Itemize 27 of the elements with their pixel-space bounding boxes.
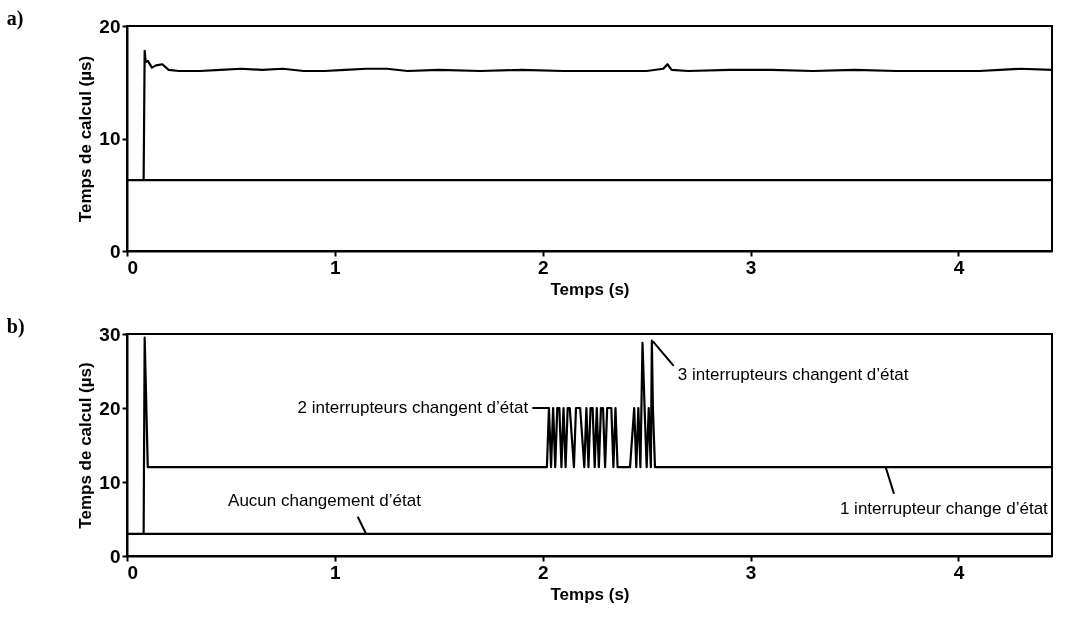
y-tick-label: 0 — [109, 545, 121, 567]
x-axis-title: Temps (s) — [550, 584, 630, 604]
x-tick-label: 1 — [330, 256, 342, 278]
x-tick-label: 2 — [537, 256, 549, 278]
x-tick-label: 4 — [953, 256, 965, 278]
annotation: 3 interrupteurs changent d’état — [677, 364, 909, 384]
y-tick-label: 10 — [99, 128, 121, 149]
annotation: Aucun changement d’état — [228, 490, 422, 510]
chart-title: a) — [6, 7, 24, 30]
x-tick-label: 3 — [745, 561, 757, 583]
x-tick-label: 2 — [537, 561, 549, 583]
annotation: 1 interrupteur change d’état — [839, 499, 1049, 519]
y-tick-label: 10 — [99, 471, 121, 493]
y-tick-label: 30 — [99, 323, 121, 345]
x-tick-label: 1 — [330, 561, 342, 583]
y-axis-title: Temps de calcul (µs) — [76, 362, 96, 529]
x-tick-label: 0 — [127, 561, 139, 583]
y-tick-label: 20 — [99, 15, 121, 37]
x-axis-title: Temps (s) — [550, 279, 630, 299]
chart-title: b) — [6, 315, 25, 338]
annotation: 2 interrupteurs changent d’état — [297, 398, 529, 417]
x-tick-label: 0 — [127, 256, 139, 278]
y-axis-title: Temps de calcul (µs) — [76, 55, 96, 223]
y-tick-label: 20 — [99, 397, 121, 419]
y-tick-label: 0 — [109, 240, 121, 262]
x-tick-label: 4 — [953, 561, 965, 583]
x-tick-label: 3 — [745, 256, 757, 278]
